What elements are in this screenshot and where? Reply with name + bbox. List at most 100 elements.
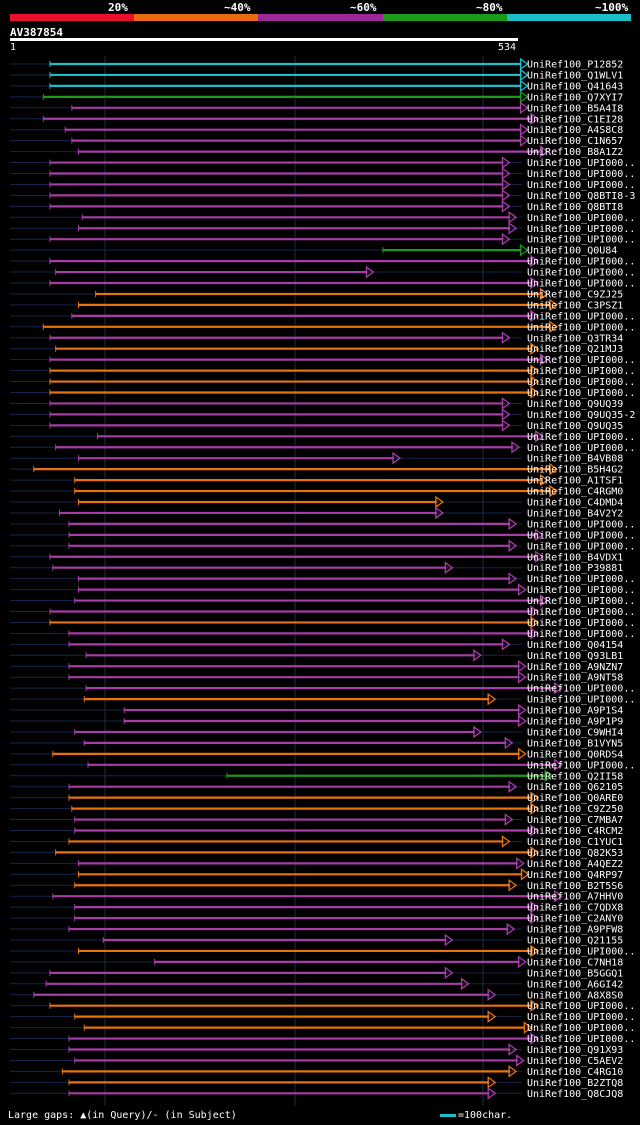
hit-arrow (517, 583, 527, 596)
scale-note-text: =100char. (458, 1110, 513, 1121)
hit-arrow (549, 298, 559, 312)
hit-label: UniRef100_UPI000.. (527, 377, 635, 388)
hit-label: UniRef100_UPI000.. (527, 224, 635, 235)
hit-label: UniRef100_UPI000.. (527, 158, 635, 169)
hit-arrow (517, 703, 527, 717)
query-name: AV387854 (10, 26, 63, 39)
query-end: 534 (497, 42, 516, 53)
hit-arrow (539, 353, 549, 366)
hit-arrow (519, 123, 529, 136)
hit-label: UniRef100_B8A1Z2 (527, 147, 623, 158)
hit-arrow (554, 681, 563, 695)
hit-label: UniRef100_UPI000.. (527, 519, 635, 530)
hit-label: UniRef100_Q7XYI7 (527, 92, 623, 103)
hit-label: UniRef100_C9WHI4 (527, 727, 623, 738)
hit-arrow (530, 999, 540, 1012)
hit-label: UniRef100_Q9UQ39 (527, 399, 623, 410)
hit-label: UniRef100_C4RGM0 (527, 487, 623, 498)
hit-arrow (501, 167, 511, 180)
hit-arrow (516, 857, 525, 870)
hit-label: UniRef100_UPI000.. (527, 311, 635, 322)
hit-arrow (530, 605, 540, 618)
hit-label: UniRef100_Q9UQ35 (527, 421, 623, 432)
hit-label: UniRef100_C9Z250 (527, 804, 623, 815)
hit-label: UniRef100_Q62105 (527, 782, 623, 793)
hit-label: UniRef100_Q82K53 (527, 848, 623, 859)
hit-arrow (530, 276, 540, 290)
legend-segment (10, 14, 135, 21)
hit-arrow (530, 627, 540, 640)
hit-arrow (517, 670, 527, 684)
hit-arrow (539, 145, 549, 158)
hit-label: UniRef100_UPI000.. (527, 1012, 635, 1023)
hit-arrow (530, 342, 540, 355)
hit-label: UniRef100_P12852 (527, 60, 623, 71)
hit-arrow (501, 200, 511, 213)
hit-arrow (519, 68, 529, 82)
hit-label: UniRef100_UPI000.. (527, 257, 635, 268)
hit-arrow (473, 725, 483, 739)
hit-arrow (530, 309, 540, 323)
legend-segment (258, 14, 384, 21)
hit-arrow (530, 900, 540, 914)
hit-label: UniRef100_Q1WLV1 (527, 70, 623, 81)
hit-label: UniRef100_Q0ARE0 (527, 793, 623, 804)
hit-label: UniRef100_Q9UQ35-2 (527, 410, 635, 421)
hit-arrow (530, 112, 540, 126)
hit-label: UniRef100_C3PSZ1 (527, 300, 623, 311)
legend-label: 20% (108, 1, 128, 14)
hit-arrow (530, 364, 540, 377)
hit-arrow (504, 736, 514, 750)
hit-arrow (508, 572, 518, 585)
hit-arrow (554, 758, 563, 772)
hit-arrow (508, 1043, 518, 1056)
hit-arrow (530, 375, 540, 388)
query-start: 1 (10, 42, 17, 53)
hit-label: UniRef100_UPI000.. (527, 574, 635, 585)
hit-label: UniRef100_C4DMD4 (527, 498, 623, 509)
identity-legend: 20% ~40% ~60% ~80% ~100% (10, 0, 632, 22)
legend-segment (506, 14, 632, 21)
hit-arrow (444, 966, 454, 980)
hit-label: UniRef100_UPI000.. (527, 235, 635, 246)
hit-label: UniRef100_UPI000.. (527, 355, 635, 366)
hit-arrow (508, 878, 518, 892)
hit-label: UniRef100_A9PFW8 (527, 925, 623, 936)
hit-label: UniRef100_A9P1S4 (527, 706, 623, 717)
hit-label: UniRef100_A9NT58 (527, 673, 623, 684)
hit-label: UniRef100_A9NZN7 (527, 662, 623, 673)
hit-arrow (435, 495, 444, 509)
hit-arrow (530, 254, 540, 268)
hit-label: UniRef100_UPI000.. (527, 629, 635, 640)
hit-label: UniRef100_B1VYN5 (527, 738, 623, 749)
hit-arrow (501, 331, 511, 345)
hit-arrow (539, 473, 549, 487)
hit-label: UniRef100_UPI000.. (527, 607, 635, 618)
hit-label: UniRef100_B5H4G2 (527, 465, 623, 476)
hit-arrow (519, 243, 529, 257)
hit-arrow (517, 747, 527, 761)
hit-arrow (549, 484, 559, 498)
hit-arrow (549, 320, 559, 334)
hit-arrow (519, 79, 529, 93)
hit-label: UniRef100_UPI000.. (527, 585, 635, 596)
hit-arrow (504, 813, 514, 826)
hit-label: UniRef100_Q8BTI8-3 (527, 191, 635, 202)
hit-label: UniRef100_UPI000.. (527, 541, 635, 552)
hit-arrow (554, 889, 563, 903)
hit-label: UniRef100_UPI000.. (527, 695, 635, 706)
legend-segment (134, 14, 259, 21)
hit-label: UniRef100_Q2II58 (527, 771, 623, 782)
hit-label: UniRef100_UPI000.. (527, 366, 635, 377)
hit-label: UniRef100_Q8CJQ8 (527, 1089, 623, 1100)
hit-arrow (519, 57, 529, 71)
hit-arrow (535, 528, 544, 542)
hit-arrow (501, 189, 511, 202)
query-ruler: 1 534 (10, 38, 518, 54)
hit-arrow (530, 386, 540, 399)
hit-arrow (508, 517, 518, 531)
hit-arrow (487, 1010, 497, 1023)
hit-arrow (501, 397, 511, 410)
hit-label: UniRef100_UPI000.. (527, 279, 635, 290)
